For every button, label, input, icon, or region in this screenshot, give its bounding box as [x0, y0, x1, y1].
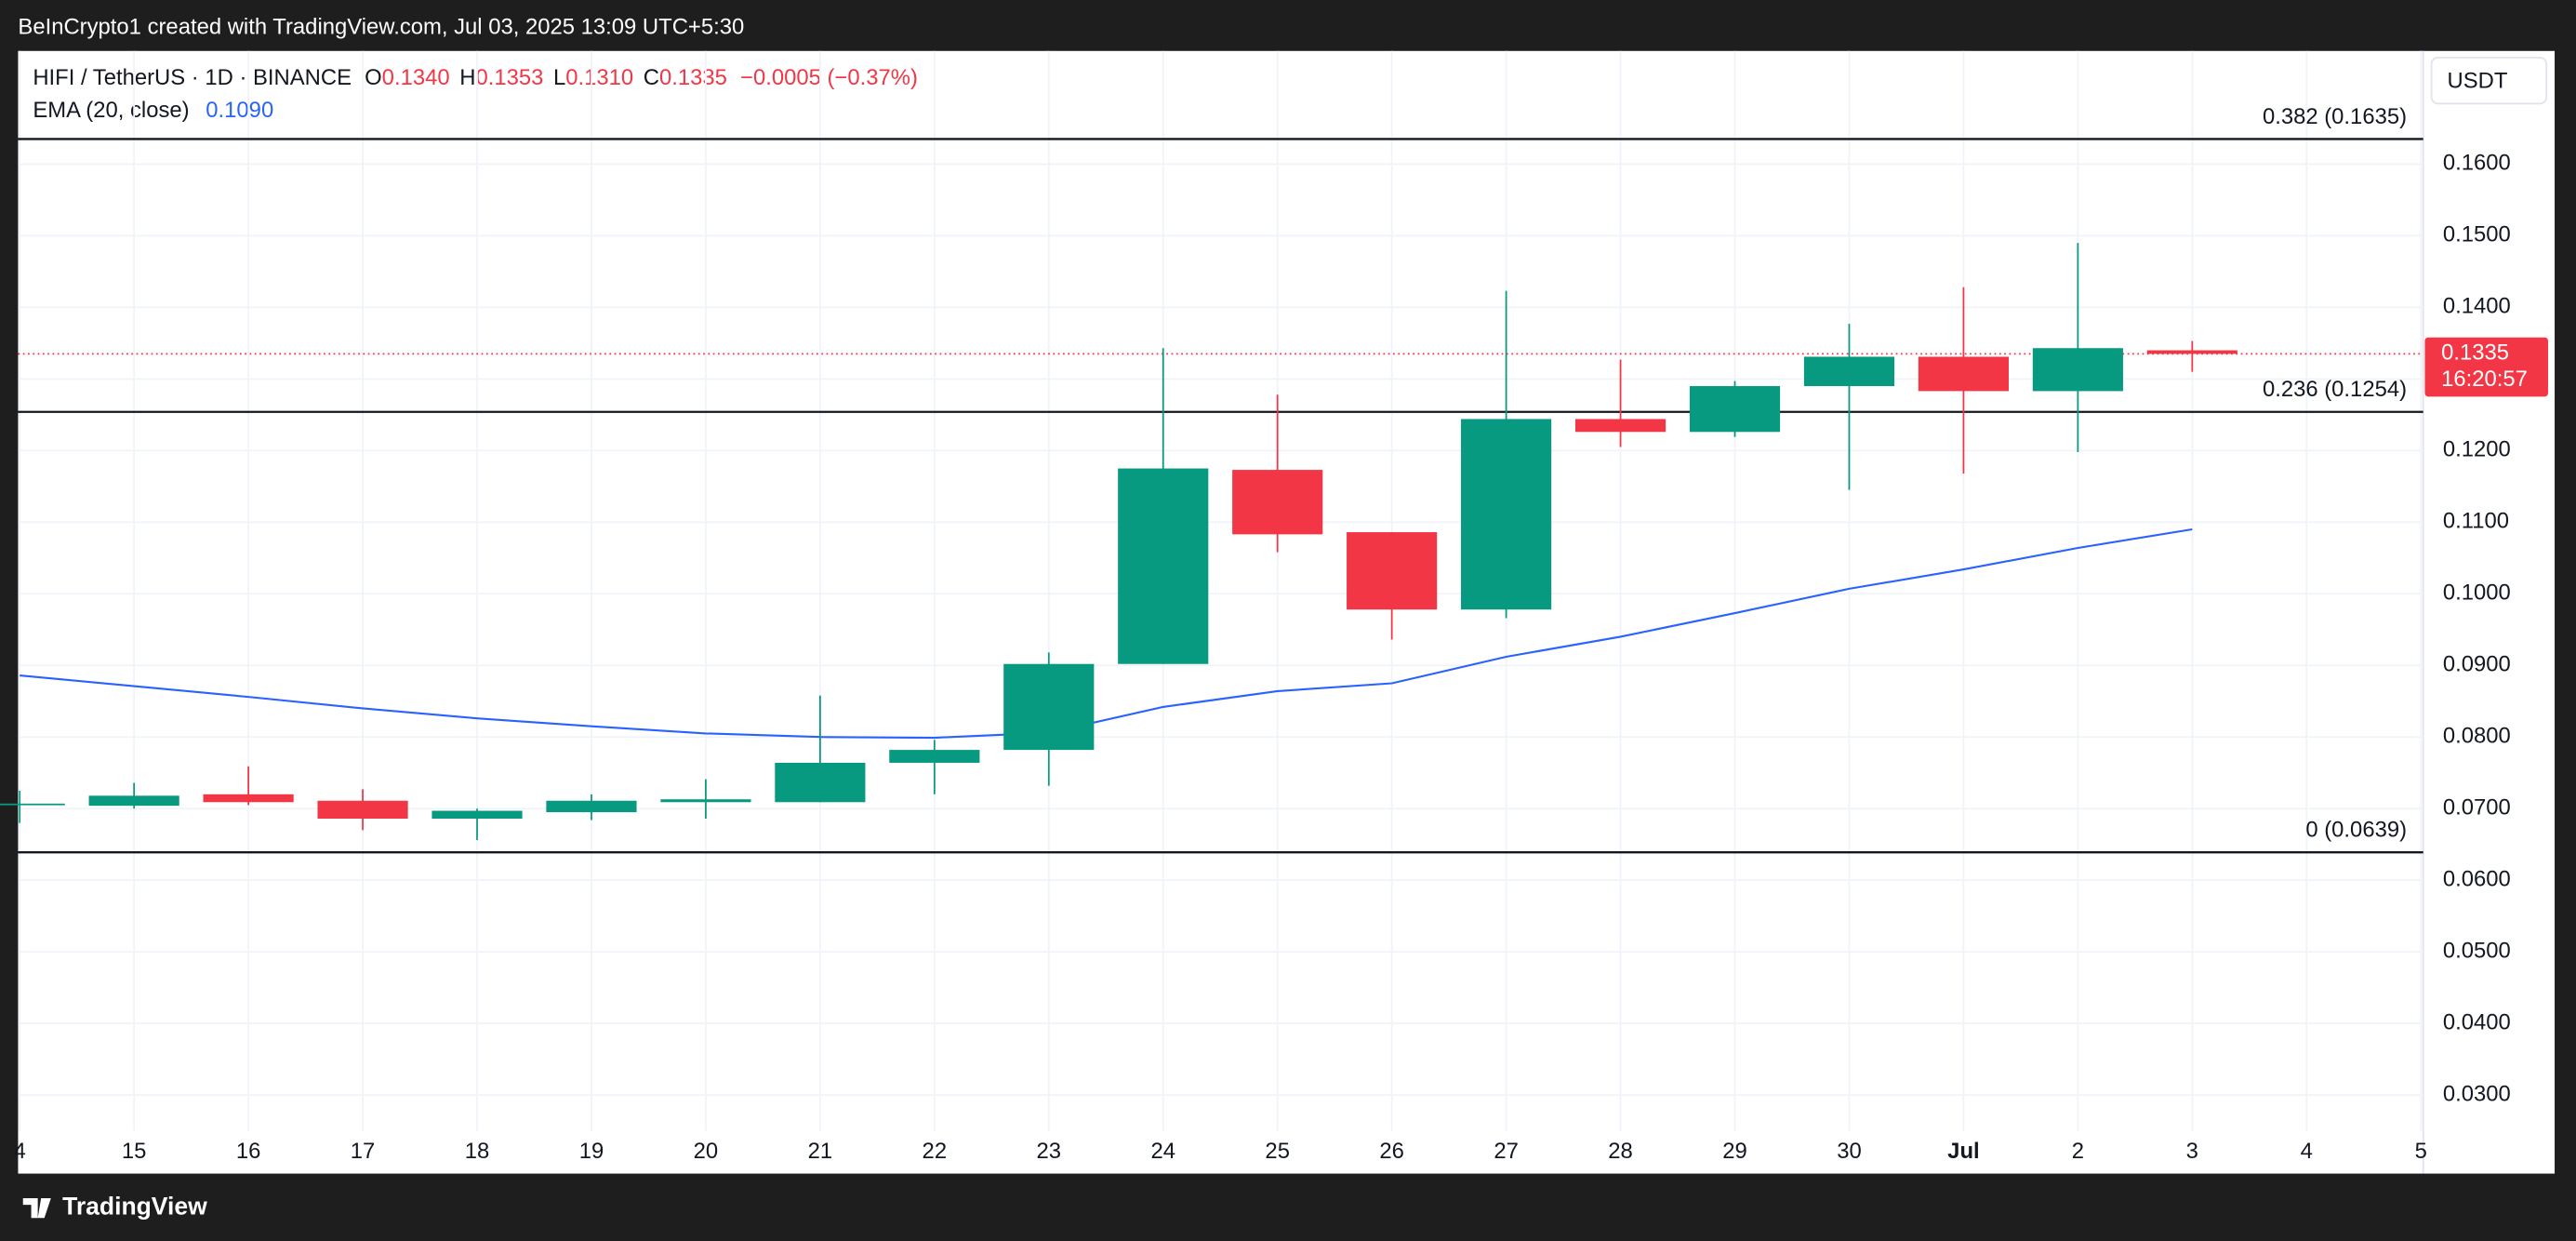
x-tick-label: 5: [2415, 1139, 2427, 1164]
legend-line: HIFI / TetherUS · 1D · BINANCE O0.1340 H0.…: [33, 65, 918, 90]
x-tick-label: 2: [2072, 1139, 2084, 1164]
ohlc-value: 0.1335: [659, 65, 727, 90]
y-tick-label: 0.0600: [2443, 866, 2511, 891]
credit: BeInCrypto1 created with TradingView.com…: [18, 14, 744, 39]
logo: [22, 1198, 51, 1219]
ohlc-value: 0.1340: [382, 65, 450, 90]
candle-body: [2032, 348, 2123, 392]
indicator-value: 0.1090: [206, 98, 273, 123]
ohlc-key: H: [459, 65, 475, 90]
candle-body: [1689, 386, 1781, 433]
x-tick-label: 25: [1265, 1139, 1290, 1164]
y-tick-label: 0.0500: [2443, 938, 2511, 963]
y-tick-label: 0.1600: [2443, 151, 2511, 176]
fib-label: 0 (0.0639): [2305, 817, 2407, 842]
y-tick-label: 0.1400: [2443, 294, 2511, 319]
candle-body: [1461, 419, 1552, 610]
fib-label: 0.382 (0.1635): [2263, 104, 2407, 129]
candle-body: [660, 799, 751, 803]
y-tick-label: 0.1000: [2443, 580, 2511, 606]
price-tag-value: 0.1335: [2441, 340, 2509, 366]
ohlc-key: C: [644, 65, 659, 90]
footer-brand: TradingView: [62, 1193, 207, 1221]
unit-button[interactable]: [2430, 56, 2548, 105]
ohlc-value: 0.1310: [565, 65, 633, 90]
candle-body: [2146, 350, 2237, 354]
candle-body: [1232, 470, 1323, 535]
x-tick-label: 27: [1494, 1139, 1519, 1164]
symbol: HIFI / TetherUS · 1D · BINANCE: [33, 65, 352, 90]
ohlc-key: O: [365, 65, 382, 90]
x-tick-label: 21: [808, 1139, 833, 1164]
indicator: EMA (20, close): [33, 98, 189, 123]
y-tick-label: 0.1200: [2443, 437, 2511, 462]
x-tick-label: 17: [351, 1139, 376, 1164]
x-tick-label: 4: [14, 1139, 26, 1164]
x-tick-label: 30: [1837, 1139, 1862, 1164]
x-tick-label: 22: [923, 1139, 948, 1164]
candle-body: [775, 762, 866, 803]
unit: USDT: [2448, 69, 2508, 94]
candle-body: [1003, 663, 1095, 751]
y-tick-label: 0.0300: [2443, 1081, 2511, 1106]
candle-body: [1574, 419, 1666, 433]
candle-body: [889, 750, 980, 763]
x-tick-label: 20: [694, 1139, 719, 1164]
candle-body: [203, 794, 294, 803]
y-tick-label: 0.0900: [2443, 652, 2511, 677]
candle-body: [1803, 356, 1895, 387]
y-tick-label: 0.1500: [2443, 222, 2511, 247]
indicator-line: EMA (20, close) 0.1090: [33, 98, 273, 123]
candle-body: [1118, 468, 1209, 664]
x-tick-label: 4: [2301, 1139, 2313, 1164]
candle-body: [1347, 532, 1438, 610]
x-tick-label: 26: [1379, 1139, 1404, 1164]
candle-body: [1918, 356, 2009, 392]
plot: 0.0300 0.0400 0.0500 0.0600 0.0700 0.0800 0.09…: [0, 50, 2548, 1164]
chart-area: [18, 50, 2556, 1174]
y-tick-label: 0.0400: [2443, 1009, 2511, 1034]
candle-body: [432, 810, 523, 819]
x-tick-label: 19: [579, 1139, 604, 1164]
ema-line: [20, 527, 2193, 740]
y-tick-label: 0.0700: [2443, 795, 2511, 821]
x-tick-label: 16: [236, 1139, 261, 1164]
price-tag-countdown: 16:20:57: [2441, 367, 2528, 392]
x-tick-label: Jul: [1947, 1139, 1979, 1164]
candle-body: [88, 795, 179, 807]
x-tick-label: 24: [1150, 1139, 1175, 1164]
x-tick-label: 18: [465, 1139, 490, 1164]
candle-body: [0, 803, 65, 806]
ohlc-value: 0.1353: [475, 65, 543, 90]
x-tick-label: 3: [2186, 1139, 2198, 1164]
fib-label: 0.236 (0.1254): [2263, 377, 2407, 402]
x-tick-label: 29: [1722, 1139, 1747, 1164]
price-tag: [2424, 337, 2548, 397]
y-tick-label: 0.1100: [2443, 509, 2509, 534]
y-tick-label: 0.0800: [2443, 724, 2511, 749]
candle-body: [546, 800, 637, 813]
ohlc-key: L: [553, 65, 565, 90]
change: −0.0005 (−0.37%): [740, 65, 918, 90]
candle-body: [317, 800, 408, 819]
x-tick-label: 23: [1037, 1139, 1062, 1164]
x-tick-label: 15: [122, 1139, 147, 1164]
x-tick-label: 28: [1608, 1139, 1633, 1164]
